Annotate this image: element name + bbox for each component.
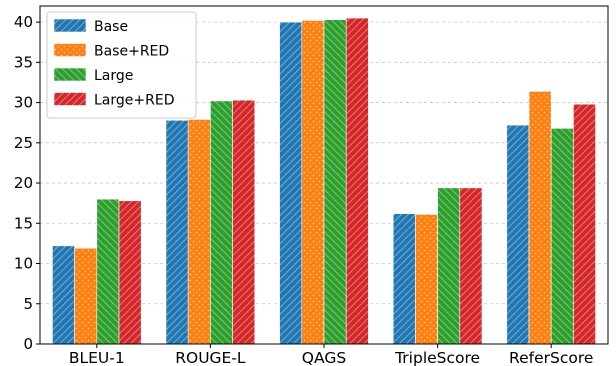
x-axis: BLEU-1 ROUGE-L QAGS TripleScore ReferScore	[69, 344, 593, 366]
y-tick-label: 40	[14, 13, 33, 31]
bar-base-qags	[279, 21, 303, 345]
bar-large-qags	[323, 19, 347, 345]
legend-swatch	[53, 43, 87, 57]
legend: Base Base+RED Large Large+RED	[46, 11, 197, 119]
legend-label: Base+RED	[94, 44, 169, 60]
y-tick-label: 10	[14, 255, 33, 273]
y-tick-label: 15	[14, 214, 33, 232]
x-tick-label: ReferScore	[509, 349, 593, 366]
bar-base-triplescore	[392, 213, 416, 345]
bar-large-referscore	[550, 128, 574, 345]
bar-large-red-triplescore	[459, 187, 483, 345]
bar-large-red-rouge-l	[232, 99, 256, 345]
y-tick-label: 30	[14, 94, 33, 112]
y-tick-label: 25	[14, 134, 33, 152]
bar-base-bleu-1	[52, 245, 75, 345]
bar-base-red-triplescore	[415, 214, 438, 345]
y-tick-label: 5	[23, 295, 33, 313]
x-tick-label: QAGS	[302, 349, 346, 366]
x-tick-label: ROUGE-L	[175, 349, 246, 366]
y-tick-label: 20	[14, 174, 33, 192]
bar-large-red-referscore	[573, 103, 596, 345]
y-tick-label: 0	[23, 335, 33, 353]
bar-base-red-referscore	[528, 91, 552, 345]
legend-label: Base	[94, 19, 128, 35]
bar-large-red-bleu-1	[118, 200, 142, 345]
bar-base-red-qags	[301, 20, 325, 345]
legend-swatch	[53, 18, 87, 33]
x-tick-label: TripleScore	[394, 349, 480, 366]
y-tick-label: 35	[14, 53, 33, 71]
legend-box	[46, 11, 197, 119]
bar-large-triplescore	[437, 187, 461, 345]
bar-base-rouge-l	[165, 119, 189, 345]
bar-base-red-rouge-l	[187, 119, 211, 345]
bar-large-rouge-l	[210, 100, 233, 345]
bar-large-red-qags	[345, 17, 369, 345]
bar-base-red-bleu-1	[74, 247, 98, 345]
bar-large-bleu-1	[96, 198, 120, 345]
x-tick-label: BLEU-1	[69, 349, 125, 366]
y-axis: 0 5 10 15 20 25 30 35 40	[14, 13, 40, 353]
bars	[52, 17, 596, 345]
legend-label: Large	[94, 68, 133, 84]
legend-swatch	[53, 67, 87, 82]
bar-base-referscore	[506, 124, 530, 345]
legend-swatch	[53, 92, 87, 106]
legend-label: Large+RED	[94, 93, 174, 109]
